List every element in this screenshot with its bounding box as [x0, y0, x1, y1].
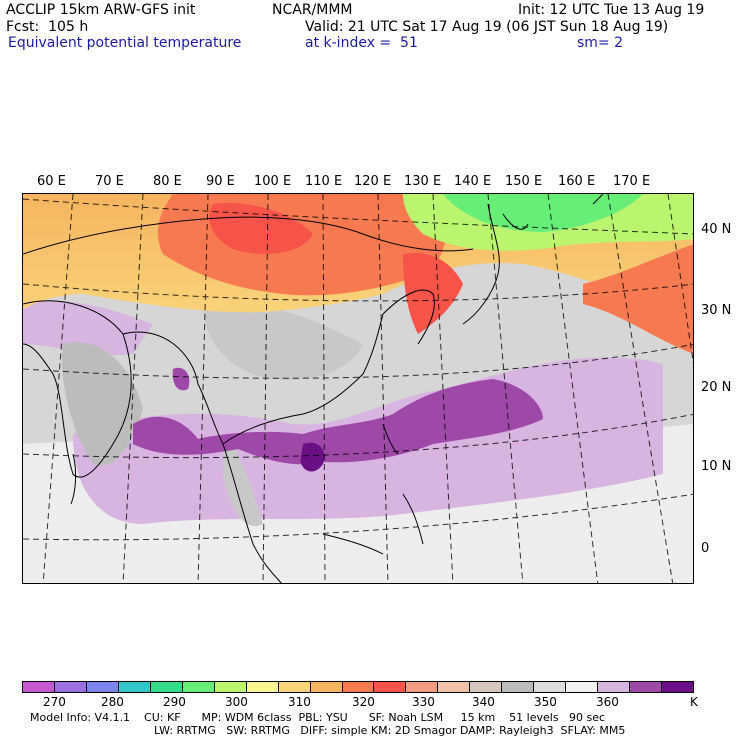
colorbar-swatch	[598, 682, 631, 692]
lon-label: 110 E	[305, 174, 343, 189]
lat-label: 30 N	[701, 303, 732, 318]
lat-label: 10 N	[701, 459, 732, 474]
colorbar-unit: K	[690, 695, 698, 709]
colorbar-swatch	[246, 682, 279, 692]
colorbar-tick: 330	[412, 695, 435, 709]
colorbar	[22, 681, 694, 693]
lon-label: 150 E	[505, 174, 543, 189]
field-name: Equivalent potential temperature	[8, 35, 242, 51]
lon-label: 60 E	[37, 174, 66, 189]
colorbar-swatch	[310, 682, 343, 692]
colorbar-swatch	[278, 682, 311, 692]
model-title: ACCLIP 15km ARW-GFS init	[6, 2, 196, 18]
colorbar-swatch	[23, 682, 55, 692]
colorbar-swatch	[534, 682, 567, 692]
colorbar-tick: 290	[163, 695, 186, 709]
lon-label: 170 E	[613, 174, 651, 189]
colorbar-tick: 310	[288, 695, 311, 709]
colorbar-swatch	[374, 682, 407, 692]
colorbar-tick: 350	[534, 695, 557, 709]
smoothing-label: sm= 2	[577, 35, 624, 51]
colorbar-swatch	[86, 682, 119, 692]
lon-label: 160 E	[558, 174, 596, 189]
lat-label: 20 N	[701, 380, 732, 395]
colorbar-tick: 340	[472, 695, 495, 709]
colorbar-swatch	[342, 682, 375, 692]
lat-label: 0	[701, 541, 710, 556]
map-panel	[22, 193, 694, 584]
colorbar-swatch	[406, 682, 439, 692]
colorbar-swatch	[662, 682, 694, 692]
colorbar-swatch	[182, 682, 215, 692]
lon-label: 90 E	[206, 174, 235, 189]
colorbar-swatch	[438, 682, 471, 692]
colorbar-swatch	[54, 682, 87, 692]
lon-label: 140 E	[454, 174, 492, 189]
forecast-hour: Fcst: 105 h	[6, 19, 89, 35]
colorbar-tick: 360	[596, 695, 619, 709]
colorbar-tick: 280	[101, 695, 124, 709]
lon-label: 100 E	[254, 174, 292, 189]
lon-label: 80 E	[153, 174, 182, 189]
level-index: at k-index = 51	[305, 35, 418, 51]
lat-label: 40 N	[701, 222, 732, 237]
colorbar-swatch	[502, 682, 535, 692]
lon-label: 120 E	[354, 174, 392, 189]
valid-time: Valid: 21 UTC Sat 17 Aug 19 (06 JST Sun …	[305, 19, 669, 35]
colorbar-swatch	[630, 682, 663, 692]
center-label: NCAR/MMM	[272, 2, 353, 18]
colorbar-swatch	[150, 682, 183, 692]
colorbar-swatch	[470, 682, 503, 692]
model-info-line-1: Model Info: V4.1.1 CU: KF MP: WDM 6class…	[30, 711, 606, 724]
lon-label: 130 E	[404, 174, 442, 189]
theta-e-field	[23, 194, 693, 583]
colorbar-swatch	[566, 682, 599, 692]
colorbar-tick: 320	[352, 695, 375, 709]
lon-label: 70 E	[95, 174, 124, 189]
colorbar-swatch	[118, 682, 151, 692]
model-info-line-2: LW: RRTMG SW: RRTMG DIFF: simple KM: 2D …	[154, 724, 626, 737]
colorbar-swatch	[214, 682, 247, 692]
init-time: Init: 12 UTC Tue 13 Aug 19	[518, 2, 705, 18]
colorbar-tick: 300	[225, 695, 248, 709]
colorbar-tick: 270	[43, 695, 66, 709]
